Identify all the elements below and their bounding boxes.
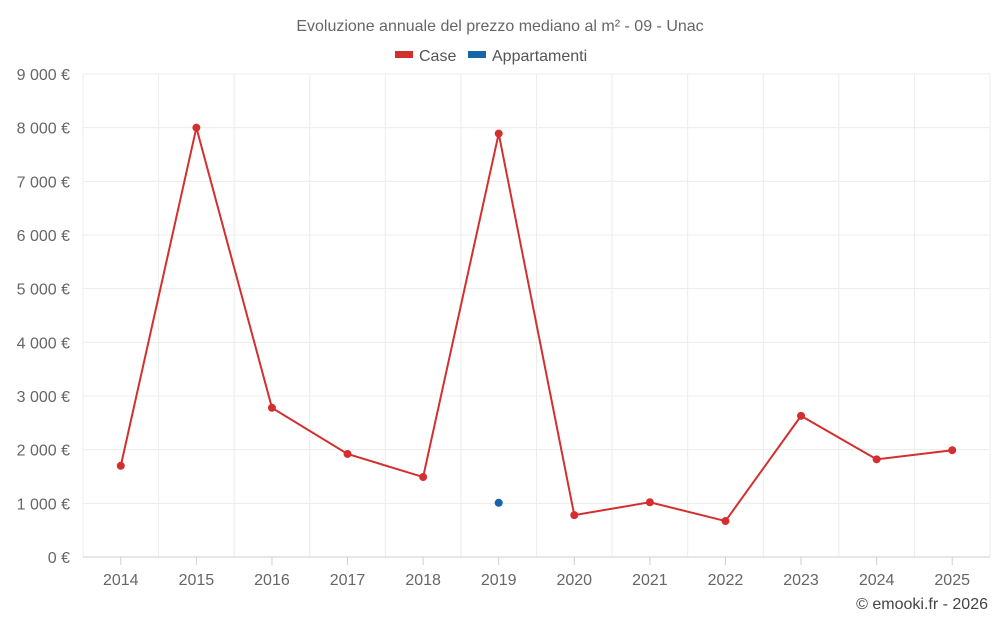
- x-tick-label: 2017: [330, 572, 366, 589]
- y-tick-label: 3 000 €: [17, 389, 70, 406]
- chart-title: Evoluzione annuale del prezzo mediano al…: [296, 18, 703, 35]
- data-point-case[interactable]: [116, 461, 125, 470]
- y-tick-label: 2 000 €: [17, 443, 70, 460]
- y-tick-label: 5 000 €: [17, 282, 70, 299]
- x-tick-label: 2019: [481, 572, 517, 589]
- data-point-case[interactable]: [419, 473, 428, 482]
- y-tick-label: 7 000 €: [17, 174, 70, 191]
- x-tick-label: 2016: [254, 572, 290, 589]
- y-tick-label: 8 000 €: [17, 121, 70, 138]
- x-tick-label: 2014: [103, 572, 139, 589]
- legend-label: Case: [419, 48, 456, 65]
- legend-item-case[interactable]: Case: [395, 48, 456, 65]
- data-point-case[interactable]: [267, 403, 276, 412]
- data-point-case[interactable]: [797, 411, 806, 420]
- legend-swatch: [468, 51, 486, 58]
- data-point-case[interactable]: [494, 129, 503, 138]
- x-tick-label: 2022: [708, 572, 744, 589]
- series-layer: [116, 123, 957, 526]
- gridlines: [82, 73, 991, 558]
- data-point-case[interactable]: [645, 498, 654, 507]
- x-tick-label: 2021: [632, 572, 668, 589]
- data-point-appartamenti[interactable]: [494, 498, 503, 507]
- x-tick-label: 2015: [179, 572, 215, 589]
- y-tick-label: 9 000 €: [17, 67, 70, 84]
- x-tick-label: 2024: [859, 572, 895, 589]
- data-point-case[interactable]: [721, 517, 730, 526]
- x-tick-label: 2018: [405, 572, 441, 589]
- data-point-case[interactable]: [192, 123, 201, 132]
- series-line-case: [119, 127, 953, 523]
- x-axis: 2014 2015 2016 2017 2018 2019 2020 2021 2022 2023…: [83, 556, 990, 589]
- y-tick-label: 4 000 €: [17, 335, 70, 352]
- legend-item-appartamenti[interactable]: Appartamenti: [468, 48, 587, 65]
- y-tick-label: 1 000 €: [17, 496, 70, 513]
- data-point-case[interactable]: [948, 446, 957, 455]
- legend: Case Appartamenti: [395, 48, 587, 65]
- credit-text: © emooki.fr - 2026: [856, 596, 988, 613]
- x-tick-label: 2020: [556, 572, 592, 589]
- y-tick-label: 0 €: [48, 550, 70, 567]
- x-tick-label: 2023: [783, 572, 819, 589]
- legend-swatch: [395, 51, 413, 58]
- y-tick-label: 6 000 €: [17, 228, 70, 245]
- x-tick-label: 2025: [934, 572, 970, 589]
- data-point-case[interactable]: [343, 449, 352, 458]
- data-point-case[interactable]: [872, 455, 881, 464]
- legend-label: Appartamenti: [492, 48, 587, 65]
- y-axis: 0 € 1 000 € 2 000 € 3 000 € 4 000 € 5 000 € 6 …: [17, 67, 70, 567]
- data-point-case[interactable]: [570, 511, 579, 520]
